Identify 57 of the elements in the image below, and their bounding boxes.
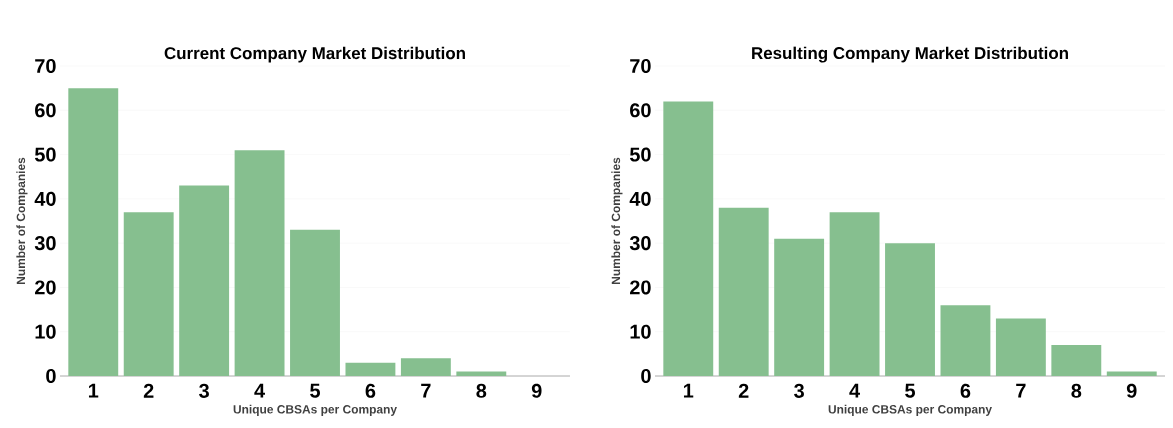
x-axis-title: Unique CBSAs per Company <box>233 404 397 416</box>
chart-title: Current Company Market Distribution <box>164 46 465 63</box>
x-tick-label: 8 <box>476 383 487 398</box>
x-tick-label: 5 <box>310 383 320 398</box>
bar <box>718 207 769 376</box>
bar <box>123 212 174 376</box>
bar <box>885 243 935 376</box>
y-tick-label: 60 <box>35 103 56 118</box>
y-tick-label: 40 <box>34 191 56 206</box>
x-tick-label: 7 <box>421 383 431 398</box>
y-tick-label: 70 <box>630 58 651 74</box>
x-tick-label: 3 <box>199 383 209 398</box>
y-tick-label: 60 <box>630 103 651 118</box>
y-tick-label: 10 <box>630 324 651 339</box>
bar <box>68 88 119 376</box>
bar <box>345 362 396 376</box>
x-tick-label: 9 <box>531 383 542 398</box>
x-tick-label: 1 <box>683 383 694 398</box>
x-tick-label: 5 <box>905 383 915 398</box>
x-tick-label: 4 <box>849 383 860 398</box>
x-tick-label: 9 <box>1126 383 1137 398</box>
y-tick-label: 30 <box>34 236 56 251</box>
bar <box>829 212 880 376</box>
y-tick-label: 50 <box>629 147 651 162</box>
x-tick-label: 2 <box>738 383 749 398</box>
x-tick-label: 2 <box>143 383 154 398</box>
x-tick-label: 3 <box>794 383 804 398</box>
x-tick-label: 4 <box>254 383 265 398</box>
y-tick-label: 0 <box>46 368 56 384</box>
bar <box>456 371 507 376</box>
bar <box>995 318 1046 376</box>
y-axis-title: Number of Companies <box>611 157 623 284</box>
bar <box>663 101 714 376</box>
chart-title: Resulting Company Market Distribution <box>752 46 1068 63</box>
bar <box>234 150 285 376</box>
x-tick-label: 1 <box>88 383 99 398</box>
y-axis-title: Number of Companies <box>16 157 28 284</box>
y-tick-label: 40 <box>629 191 651 206</box>
bar <box>1106 371 1157 376</box>
y-tick-label: 10 <box>35 324 56 339</box>
x-axis-title: Unique CBSAs per Company <box>828 404 992 416</box>
y-tick-label: 30 <box>629 236 651 251</box>
bar <box>290 229 340 376</box>
bar <box>179 185 230 376</box>
y-tick-label: 50 <box>34 147 56 162</box>
y-tick-label: 0 <box>641 368 651 384</box>
x-tick-label: 6 <box>365 383 376 398</box>
bar <box>400 358 451 376</box>
x-tick-label: 7 <box>1016 383 1026 398</box>
bar <box>940 305 991 376</box>
y-tick-label: 20 <box>630 280 651 295</box>
x-tick-label: 8 <box>1071 383 1082 398</box>
y-tick-label: 20 <box>35 280 56 295</box>
x-tick-label: 6 <box>960 383 971 398</box>
y-tick-label: 70 <box>35 58 56 74</box>
bar <box>1051 345 1102 376</box>
bar <box>774 238 825 376</box>
